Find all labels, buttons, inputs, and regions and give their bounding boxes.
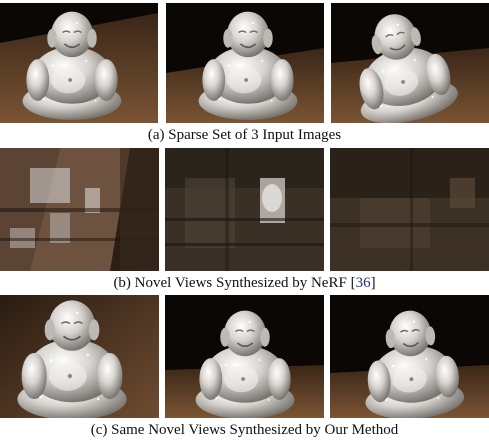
caption-a: (a) Sparse Set of 3 Input Images [147, 127, 342, 143]
nerf-view-3 [330, 148, 489, 271]
ours-view-1 [0, 295, 159, 418]
ours-view-2 [165, 295, 324, 418]
row-ours-views [0, 295, 489, 418]
caption-b-close: ] [370, 275, 376, 291]
caption-c: (c) Same Novel Views Synthesized by Our … [90, 422, 399, 438]
citation-link[interactable]: 36 [355, 275, 371, 291]
caption-b: (b) Novel Views Synthesized by NeRF [36] [0, 274, 489, 292]
nerf-view-1 [0, 148, 159, 271]
input-image-2 [165, 3, 324, 123]
row-nerf-views [0, 148, 489, 271]
row-input-images [0, 3, 489, 123]
caption-b-text: (b) Novel Views Synthesized by NeRF [ [113, 275, 356, 291]
input-image-3 [331, 3, 489, 123]
nerf-view-2 [165, 148, 324, 271]
ours-view-3 [330, 295, 489, 418]
input-image-1 [0, 3, 158, 123]
